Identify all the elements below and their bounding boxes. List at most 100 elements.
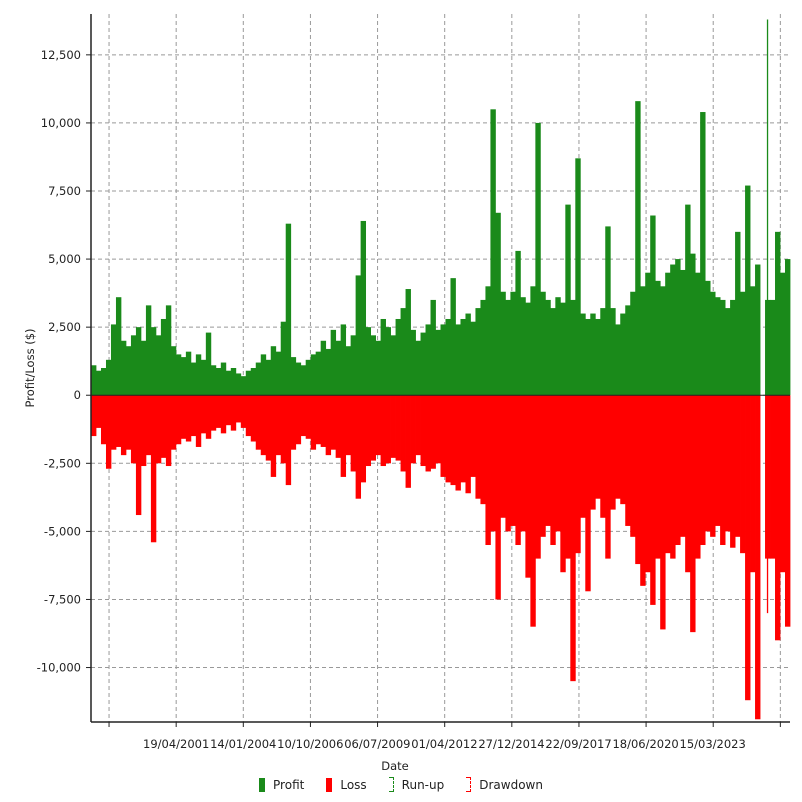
profit-bar: [490, 109, 496, 396]
legend-item-loss[interactable]: Loss: [326, 777, 367, 792]
profit-bar: [215, 368, 222, 396]
loss-bar: [490, 395, 496, 532]
loss-bar: [500, 395, 506, 518]
loss-bar: [505, 395, 511, 532]
profit-bar: [330, 329, 337, 396]
profit-bar: [565, 204, 571, 396]
profit-bar: [750, 286, 756, 396]
profit-bar: [440, 324, 446, 396]
profit-bar: [780, 272, 786, 396]
profit-bar: [100, 368, 107, 396]
x-tick-label: 10/10/2006: [277, 737, 343, 751]
profit-bar: [195, 354, 202, 396]
profit-bar: [450, 278, 456, 396]
loss-bar: [270, 395, 277, 477]
loss-bar: [725, 395, 731, 532]
loss-bar: [695, 395, 701, 559]
loss-bar: [340, 395, 347, 477]
profit-bar: [575, 158, 581, 396]
profit-bar: [120, 340, 127, 396]
legend-label: Profit: [273, 777, 305, 792]
loss-bar: [780, 395, 786, 573]
profit-bar: [280, 321, 287, 396]
loss-bar: [310, 395, 317, 450]
loss-bar: [380, 395, 386, 467]
profit-bar: [235, 373, 242, 396]
profit-bar: [500, 291, 506, 396]
loss-bar: [280, 395, 287, 464]
profit-bar: [425, 324, 431, 396]
loss-bar: [315, 395, 322, 445]
x-tick-label: 19/04/2001: [143, 737, 209, 751]
profit-bar: [390, 335, 396, 396]
profit-bar: [665, 272, 671, 396]
loss-bar: [360, 395, 367, 483]
loss-bar: [560, 395, 566, 573]
legend-label: Loss: [340, 777, 367, 792]
profit-bar: [435, 329, 441, 396]
loss-bar: [475, 395, 481, 499]
legend-item-run-up[interactable]: Run-up: [388, 777, 444, 792]
loss-bar: [100, 395, 107, 445]
profit-bar: [445, 318, 451, 396]
loss-bar: [365, 395, 371, 467]
profit-bar: [775, 231, 781, 396]
loss-bar: [460, 395, 466, 483]
profit-bar: [470, 321, 476, 396]
profit-bar: [365, 327, 371, 396]
loss-bar: [325, 395, 332, 456]
profit-bar: [115, 297, 122, 396]
loss-bar: [400, 395, 406, 472]
profit-bar: [635, 101, 641, 396]
loss-bar: [650, 395, 656, 605]
loss-bar: [260, 395, 267, 456]
profit-bar: [320, 340, 327, 396]
loss-bar: [680, 395, 686, 537]
profit-bar: [165, 305, 172, 396]
loss-bar: [590, 395, 596, 510]
loss-bar: [575, 395, 581, 554]
profit-bar: [150, 327, 157, 396]
profit-bar: [225, 370, 232, 396]
loss-bar: [355, 395, 362, 499]
profit-bar: [620, 313, 626, 396]
x-tick-labels: 19/04/2001 14/01/2004 10/10/2006 06/07/2009…: [143, 737, 746, 751]
profit-bar: [140, 340, 147, 396]
loss-bar: [750, 395, 756, 573]
profit-bar: [595, 318, 601, 396]
bars: [91, 19, 791, 720]
loss-bar: [535, 395, 541, 559]
loss-bar: [140, 395, 147, 467]
profit-bar: [615, 324, 621, 396]
loss-bar: [710, 395, 716, 537]
x-tick-label: 22/09/2017: [545, 737, 611, 751]
legend-label: Drawdown: [479, 777, 543, 792]
profit-bar: [170, 346, 177, 396]
x-tick-label: 06/07/2009: [344, 737, 410, 751]
profit-bar: [560, 302, 566, 396]
profit-bar: [265, 359, 272, 396]
loss-bar: [135, 395, 142, 516]
loss-bar: [655, 395, 661, 559]
legend-item-profit[interactable]: Profit: [259, 777, 304, 792]
profit-bar: [485, 286, 491, 396]
loss-bar: [165, 395, 172, 467]
loss-bar: [385, 395, 391, 464]
loss-bar: [425, 395, 431, 472]
profit-bar: [210, 365, 217, 396]
loss-bar: [615, 395, 621, 499]
loss-bar: [300, 395, 307, 437]
loss-bar: [715, 395, 721, 526]
profit-bar: [405, 289, 411, 396]
profit-bar: [275, 351, 282, 396]
loss-bar: [335, 395, 342, 458]
y-tick-label: 5,000: [48, 252, 81, 266]
profit-bar: [110, 324, 117, 396]
profit-bar: [545, 299, 551, 396]
loss-bar: [195, 395, 202, 447]
loss-bar: [180, 395, 187, 439]
loss-bar: [755, 395, 761, 720]
loss-bar: [395, 395, 401, 461]
profit-bar: [415, 340, 421, 396]
legend-item-drawdown[interactable]: Drawdown: [466, 777, 543, 792]
